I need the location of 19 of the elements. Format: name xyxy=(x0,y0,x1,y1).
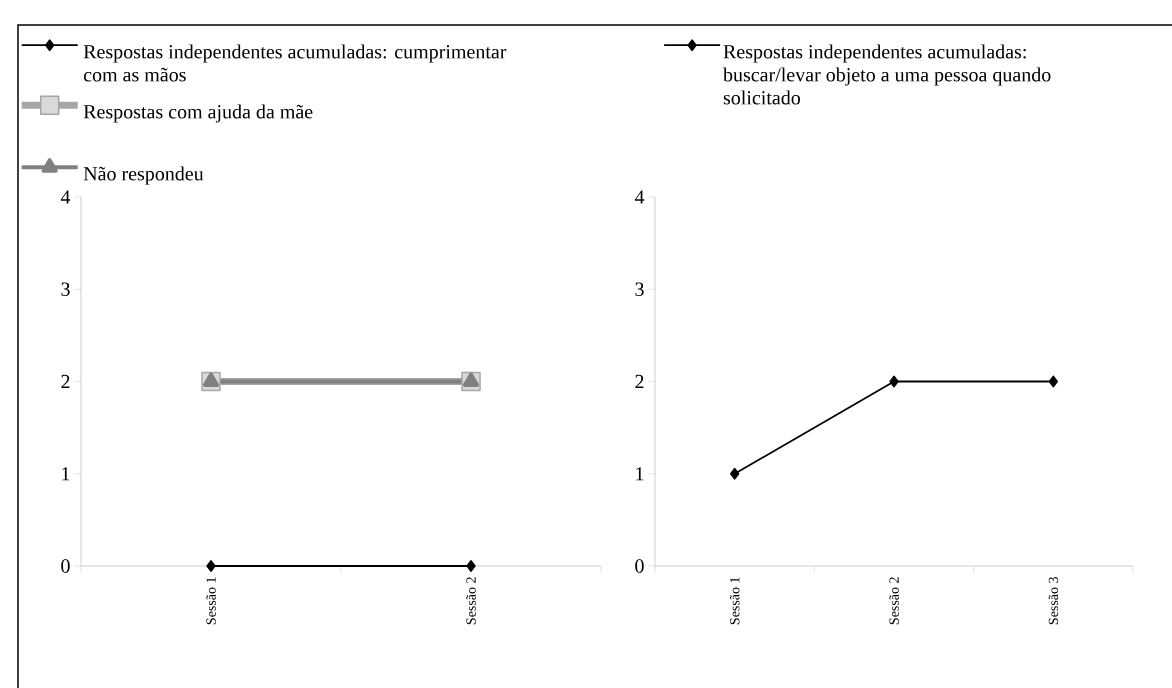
y-tick-label: 0 xyxy=(61,559,70,573)
x-tick-label: Sessão 2 xyxy=(466,577,476,625)
x-tick-label: Sessão 1 xyxy=(206,577,216,625)
y-tick-label: 4 xyxy=(634,190,645,204)
x-tick-label: Sessão 3 xyxy=(1048,577,1059,625)
y-tick-label: 3 xyxy=(635,282,644,296)
x-tick-label: Sessão 1 xyxy=(729,577,740,625)
legend-label: Não respondeu xyxy=(83,166,204,185)
legend-label: Respostas independentes acumuladas: buscar/levar objeto a uma pessoa quando solicitado xyxy=(723,44,1051,105)
y-tick-label: 2 xyxy=(635,374,644,389)
y-tick-label: 1 xyxy=(636,467,644,481)
y-tick-label: 2 xyxy=(61,374,70,389)
y-tick-label: 0 xyxy=(635,559,644,573)
y-tick-label: 4 xyxy=(60,190,71,204)
legend-label: Respostas com ajuda da mãe xyxy=(83,104,313,123)
x-tick-label: Sessão 2 xyxy=(889,577,899,625)
legend-label: Respostas independentes acumuladas: cumprimentar com as mãos xyxy=(83,44,507,82)
y-tick-label: 3 xyxy=(61,282,70,296)
y-tick-label: 1 xyxy=(62,467,70,481)
